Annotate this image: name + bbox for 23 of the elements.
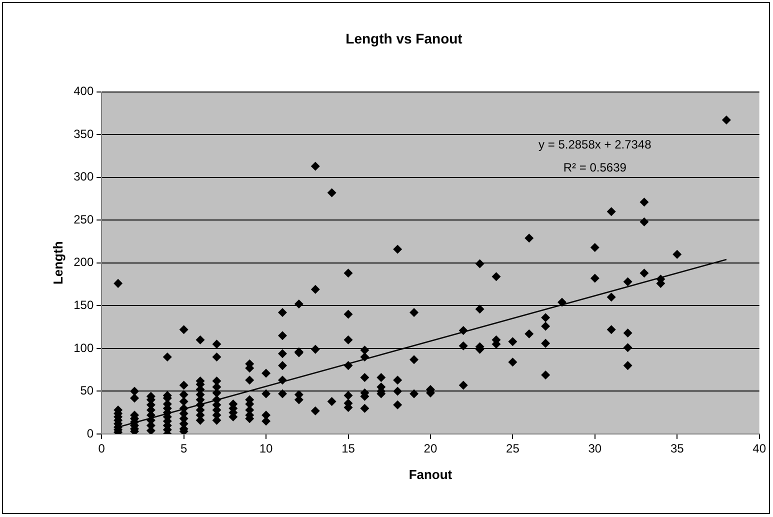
y-tick-label: 250	[74, 212, 94, 226]
x-tick-label: 30	[588, 442, 602, 456]
x-tick-label: 15	[342, 442, 356, 456]
x-tick-label: 0	[98, 442, 106, 456]
x-tick-label: 5	[180, 442, 188, 456]
y-tick-label: 400	[74, 84, 94, 98]
x-tick-label: 40	[752, 442, 766, 456]
chart-title: Length vs Fanout	[346, 30, 463, 46]
y-axis-title: Length	[50, 241, 66, 285]
x-axis-title: Fanout	[408, 466, 453, 482]
y-tick-label: 200	[74, 255, 94, 270]
x-tick-label: 25	[506, 442, 520, 456]
annotation: R² = 0.5639	[563, 160, 627, 175]
x-tick-label: 10	[259, 442, 274, 456]
x-tick-label: 35	[670, 442, 684, 456]
x-tick-label: 20	[424, 442, 438, 456]
y-tick-label: 150	[74, 298, 94, 312]
y-tick-label: 350	[74, 126, 94, 141]
y-tick-label: 100	[74, 340, 94, 355]
annotation: y = 5.2858x + 2.7348	[538, 137, 652, 152]
y-tick-label: 50	[80, 384, 94, 398]
y-tick-label: 0	[86, 426, 94, 440]
y-tick-label: 300	[74, 170, 94, 184]
